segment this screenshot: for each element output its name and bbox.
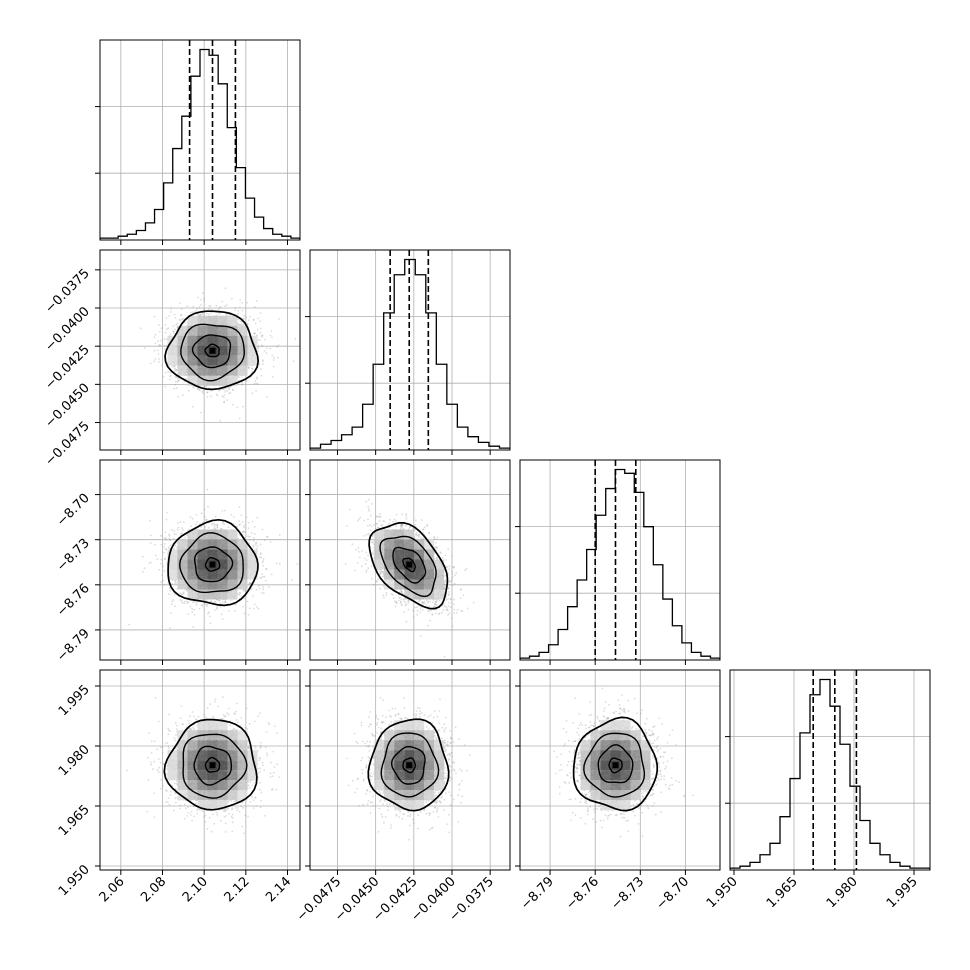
contour-3 (204, 343, 220, 358)
x-tick-label: 1.965 (764, 874, 801, 911)
panel-3-0 (95, 669, 301, 875)
x-tick-label: 2.12 (222, 874, 253, 905)
panel-1-1 (305, 249, 511, 455)
x-tick-label: 1.995 (884, 874, 921, 911)
contour-2 (597, 744, 634, 784)
contour-2 (191, 334, 232, 369)
y-tick-label: −8.70 (54, 491, 93, 530)
contour-0 (572, 716, 659, 812)
contour-1 (180, 323, 245, 382)
panel-0-0 (95, 39, 301, 245)
panel-frame (519, 459, 721, 661)
x-tick-label: 1.950 (704, 874, 741, 911)
density-peak (209, 347, 216, 354)
panel-frame (99, 669, 301, 871)
contour-1 (379, 535, 437, 598)
density-grid (167, 720, 258, 811)
y-tick-label: 1.980 (56, 742, 93, 779)
contour-2 (193, 546, 234, 583)
panel-frame (99, 249, 301, 451)
contour-3 (608, 757, 623, 774)
x-tick-label: −8.79 (518, 874, 557, 913)
y-tick-label: 1.965 (56, 802, 93, 839)
panel-2-2 (515, 459, 721, 665)
x-tick-label: −8.70 (653, 874, 692, 913)
contour-3 (204, 557, 221, 572)
contour-2 (193, 745, 232, 786)
panel-frame (729, 669, 931, 871)
contour-3 (402, 557, 416, 573)
y-tick-label: 1.995 (56, 682, 93, 719)
panel-frame (309, 669, 511, 871)
contour-1 (583, 732, 646, 798)
contour-2 (390, 745, 426, 785)
density-peak (406, 762, 413, 769)
y-tick-label: 1.950 (56, 862, 93, 899)
contour-0 (167, 518, 259, 607)
panel-frame (309, 249, 511, 451)
histogram-steps (730, 678, 930, 870)
y-tick-label: −8.73 (54, 536, 93, 575)
density-peak (612, 762, 619, 769)
contour-2 (392, 546, 427, 584)
x-tick-label: 2.08 (138, 874, 169, 905)
panel-frame (99, 459, 301, 661)
panel-frame (309, 459, 511, 661)
histogram-steps (520, 468, 720, 660)
density-peak (209, 561, 216, 568)
panel-3-2 (515, 669, 721, 875)
x-tick-label: 2.06 (97, 874, 128, 905)
panel-2-0 (95, 459, 301, 665)
density-peak (209, 762, 216, 769)
x-tick-label: 2.10 (180, 874, 211, 905)
panel-3-1 (305, 669, 511, 875)
panel-3-3 (725, 669, 931, 875)
contour-0 (367, 718, 450, 812)
contour-3 (204, 756, 221, 773)
contour-0 (368, 521, 449, 610)
contour-3 (402, 757, 417, 774)
y-tick-label: −8.79 (54, 626, 93, 665)
y-tick-label: −8.76 (54, 581, 93, 620)
panel-frame (519, 669, 721, 871)
x-tick-label: −8.76 (563, 874, 602, 913)
contour-1 (178, 532, 244, 594)
density-grid (374, 720, 445, 811)
contour-1 (380, 732, 440, 798)
density-peak (406, 561, 413, 568)
panel-1-0 (95, 249, 301, 455)
panel-2-1 (305, 459, 511, 665)
panel-frame (99, 39, 301, 241)
x-tick-label: 1.980 (824, 874, 861, 911)
x-tick-label: 2.14 (263, 874, 294, 905)
x-tick-label: −8.73 (608, 874, 647, 913)
contour-0 (164, 310, 260, 391)
contour-0 (163, 718, 258, 811)
histogram-steps (100, 48, 300, 240)
contour-1 (182, 733, 248, 799)
